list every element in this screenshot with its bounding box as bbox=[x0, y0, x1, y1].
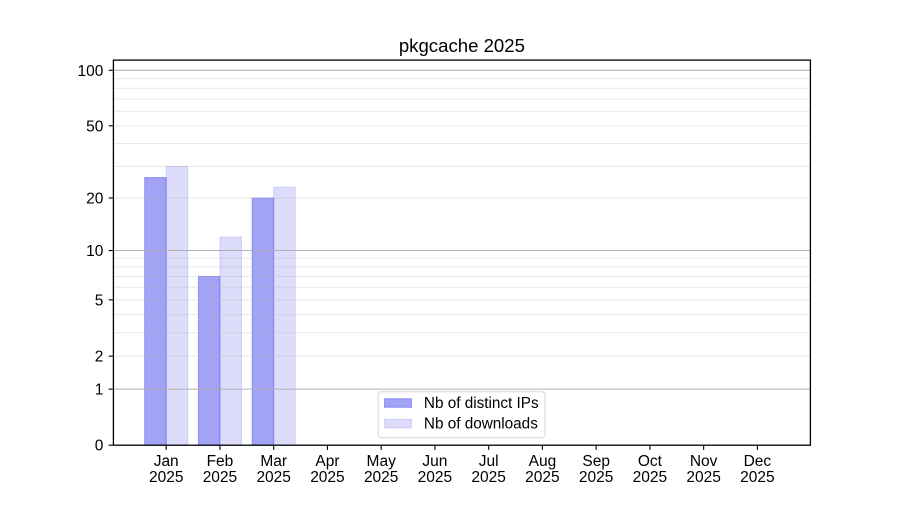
svg-text:Nb of downloads: Nb of downloads bbox=[424, 416, 538, 433]
svg-text:2025: 2025 bbox=[525, 469, 559, 486]
svg-text:2025: 2025 bbox=[579, 469, 613, 486]
svg-text:50: 50 bbox=[86, 118, 104, 135]
svg-text:2025: 2025 bbox=[633, 469, 667, 486]
svg-text:pkgcache 2025: pkgcache 2025 bbox=[399, 35, 525, 56]
svg-text:2025: 2025 bbox=[740, 469, 774, 486]
svg-text:2025: 2025 bbox=[310, 469, 344, 486]
svg-text:2: 2 bbox=[95, 349, 104, 366]
svg-text:Feb: Feb bbox=[207, 453, 234, 470]
svg-text:5: 5 bbox=[95, 292, 104, 309]
svg-text:10: 10 bbox=[86, 243, 104, 260]
svg-text:100: 100 bbox=[78, 63, 104, 80]
svg-text:2025: 2025 bbox=[418, 469, 452, 486]
svg-text:20: 20 bbox=[86, 190, 104, 207]
svg-text:Mar: Mar bbox=[260, 453, 287, 470]
svg-text:2025: 2025 bbox=[256, 469, 290, 486]
svg-text:2025: 2025 bbox=[149, 469, 183, 486]
svg-text:Apr: Apr bbox=[315, 453, 339, 470]
svg-text:0: 0 bbox=[95, 438, 104, 455]
svg-text:Sep: Sep bbox=[582, 453, 610, 470]
svg-text:Oct: Oct bbox=[638, 453, 663, 470]
svg-text:May: May bbox=[367, 453, 397, 470]
svg-text:Nov: Nov bbox=[690, 453, 718, 470]
svg-text:2025: 2025 bbox=[686, 469, 720, 486]
svg-text:1: 1 bbox=[95, 382, 104, 399]
svg-text:Jan: Jan bbox=[154, 453, 179, 470]
svg-text:2025: 2025 bbox=[203, 469, 237, 486]
svg-text:Dec: Dec bbox=[744, 453, 772, 470]
svg-text:Jun: Jun bbox=[422, 453, 447, 470]
svg-text:2025: 2025 bbox=[471, 469, 505, 486]
svg-text:Aug: Aug bbox=[529, 453, 557, 470]
svg-text:2025: 2025 bbox=[364, 469, 398, 486]
svg-text:Nb of distinct IPs: Nb of distinct IPs bbox=[424, 395, 539, 412]
svg-text:Jul: Jul bbox=[479, 453, 499, 470]
